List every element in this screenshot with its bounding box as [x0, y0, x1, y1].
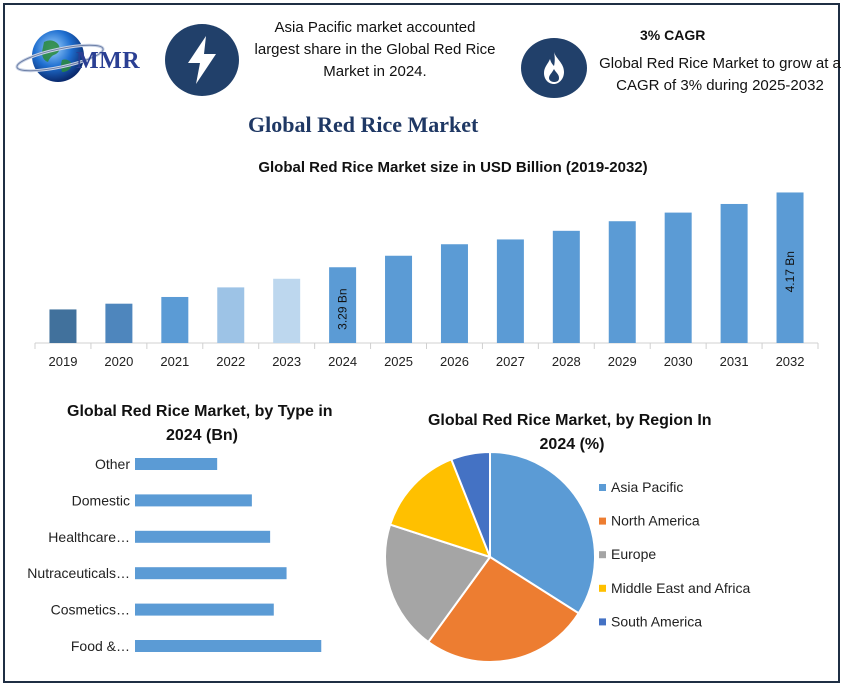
- bar-2025: [385, 255, 413, 343]
- asia-pacific-note: Asia Pacific market accounted largest sh…: [254, 19, 496, 80]
- type-label: Other: [95, 456, 130, 472]
- type-label: Healthcare…: [48, 529, 130, 545]
- x-tick-label: 2029: [608, 354, 637, 369]
- market-size-chart-title: Global Red Rice Market size in USD Billi…: [258, 159, 647, 176]
- x-tick-label: 2031: [720, 354, 749, 369]
- bar-2020: [105, 303, 133, 343]
- type-bar: [135, 640, 322, 652]
- lightning-icon: [188, 36, 216, 84]
- x-tick-label: 2027: [496, 354, 525, 369]
- flame-badge: [521, 38, 587, 98]
- bar-2031: [720, 203, 748, 343]
- x-tick-label: 2026: [440, 354, 469, 369]
- data-label: 4.17 Bn: [783, 251, 797, 292]
- legend-swatch: [599, 517, 606, 525]
- data-label: 3.29 Bn: [336, 288, 350, 329]
- type-label: Domestic: [72, 492, 130, 508]
- type-label: Food &…: [71, 638, 130, 654]
- bar-2024: [329, 267, 357, 343]
- lightning-badge: [165, 24, 239, 96]
- bar-2019: [49, 309, 77, 343]
- x-tick-label: 2019: [49, 354, 78, 369]
- x-tick-label: 2025: [384, 354, 413, 369]
- legend-label: South America: [611, 613, 702, 629]
- type-label: Cosmetics…: [51, 602, 130, 618]
- type-label: Nutraceuticals…: [27, 565, 130, 581]
- globe-icon: [15, 30, 105, 82]
- legend-swatch: [599, 584, 606, 592]
- pie-slice: [450, 450, 491, 558]
- x-tick-label: 2021: [160, 354, 189, 369]
- bar-2026: [440, 244, 468, 343]
- cagr-title: 3% CAGR: [640, 27, 706, 43]
- region-pie-chart: Global Red Rice Market, by Region In 202…: [384, 412, 751, 663]
- legend-label: Asia Pacific: [611, 479, 683, 495]
- x-tick-label: 2028: [552, 354, 581, 369]
- type-chart-title: Global Red Rice Market, by Type in 2024 …: [67, 403, 337, 444]
- cagr-note: Global Red Rice Market to grow at a CAGR…: [599, 55, 841, 94]
- page-title: Global Red Rice Market: [248, 112, 479, 137]
- bar-2022: [217, 287, 245, 343]
- flame-icon: [544, 52, 564, 84]
- bar-2027: [496, 239, 524, 343]
- pie-slice: [426, 555, 581, 663]
- legend-label: Europe: [611, 546, 656, 562]
- type-bar: [135, 567, 287, 580]
- x-tick-label: 2024: [328, 354, 357, 369]
- bar-2032: [776, 192, 804, 343]
- type-bar: [135, 494, 252, 507]
- pie-slice: [384, 523, 492, 644]
- bar-2030: [664, 212, 692, 343]
- x-tick-label: 2020: [104, 354, 133, 369]
- type-bar-chart: Global Red Rice Market, by Type in 2024 …: [27, 403, 337, 654]
- pie-slice: [388, 458, 492, 559]
- bar-2028: [552, 230, 580, 343]
- x-tick-label: 2023: [272, 354, 301, 369]
- page-frame: [3, 3, 840, 683]
- x-tick-label: 2022: [216, 354, 245, 369]
- logo-text: MMR: [76, 48, 141, 74]
- legend-label: Middle East and Africa: [611, 580, 751, 596]
- region-chart-title: Global Red Rice Market, by Region In 202…: [428, 412, 716, 453]
- x-tick-label: 2030: [664, 354, 693, 369]
- bar-2021: [161, 296, 189, 343]
- x-tick-label: 2032: [776, 354, 805, 369]
- legend-swatch: [599, 618, 606, 626]
- bar-2023: [273, 278, 301, 343]
- type-bar: [135, 458, 218, 470]
- legend-label: North America: [611, 513, 700, 529]
- bar-2029: [608, 221, 636, 343]
- type-bar: [135, 603, 274, 616]
- type-bar: [135, 530, 271, 543]
- market-size-bar-chart: Global Red Rice Market size in USD Billi…: [34, 159, 819, 369]
- legend-swatch: [599, 551, 606, 559]
- legend-swatch: [599, 484, 606, 491]
